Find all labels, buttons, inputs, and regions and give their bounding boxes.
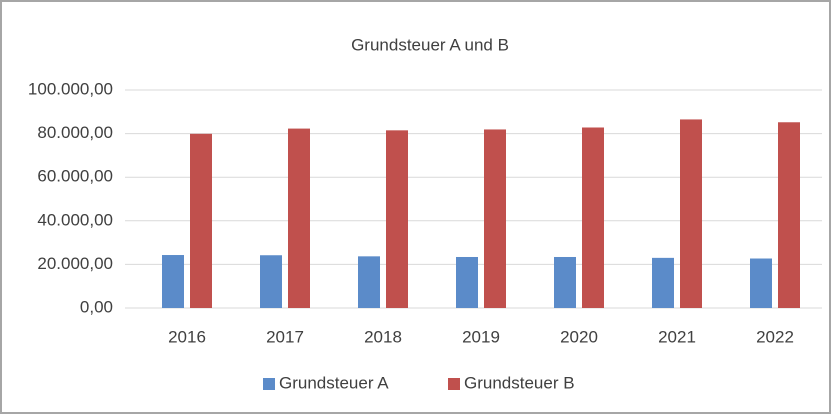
x-tick-label: 2019 xyxy=(462,327,500,346)
y-tick-label: 20.000,00 xyxy=(37,254,113,273)
y-tick-label: 100.000,00 xyxy=(28,79,113,98)
x-tick-label: 2022 xyxy=(756,327,794,346)
bar xyxy=(190,133,212,308)
legend-label: Grundsteuer A xyxy=(279,373,389,392)
legend-label: Grundsteuer B xyxy=(464,373,575,392)
bar xyxy=(750,258,772,308)
x-tick-label: 2018 xyxy=(364,327,402,346)
bar xyxy=(358,256,380,308)
x-tick-label: 2020 xyxy=(560,327,598,346)
bar xyxy=(484,129,506,308)
y-tick-label: 40.000,00 xyxy=(37,210,113,229)
legend-swatch xyxy=(448,378,460,390)
bar xyxy=(260,255,282,308)
x-tick-label: 2021 xyxy=(658,327,696,346)
y-tick-label: 80.000,00 xyxy=(37,123,113,142)
bar xyxy=(456,256,478,308)
bar xyxy=(652,257,674,308)
x-tick-label: 2017 xyxy=(266,327,304,346)
y-tick-label: 0,00 xyxy=(80,297,113,316)
bar xyxy=(582,127,604,308)
bar xyxy=(386,130,408,308)
bar xyxy=(680,119,702,309)
x-tick-label: 2016 xyxy=(168,327,206,346)
chart-title: Grundsteuer A und B xyxy=(351,35,509,54)
y-tick-label: 60.000,00 xyxy=(37,167,113,186)
bar xyxy=(162,255,184,308)
bar xyxy=(288,128,310,308)
bar xyxy=(554,256,576,308)
bar xyxy=(778,122,800,308)
legend-swatch xyxy=(263,378,275,390)
